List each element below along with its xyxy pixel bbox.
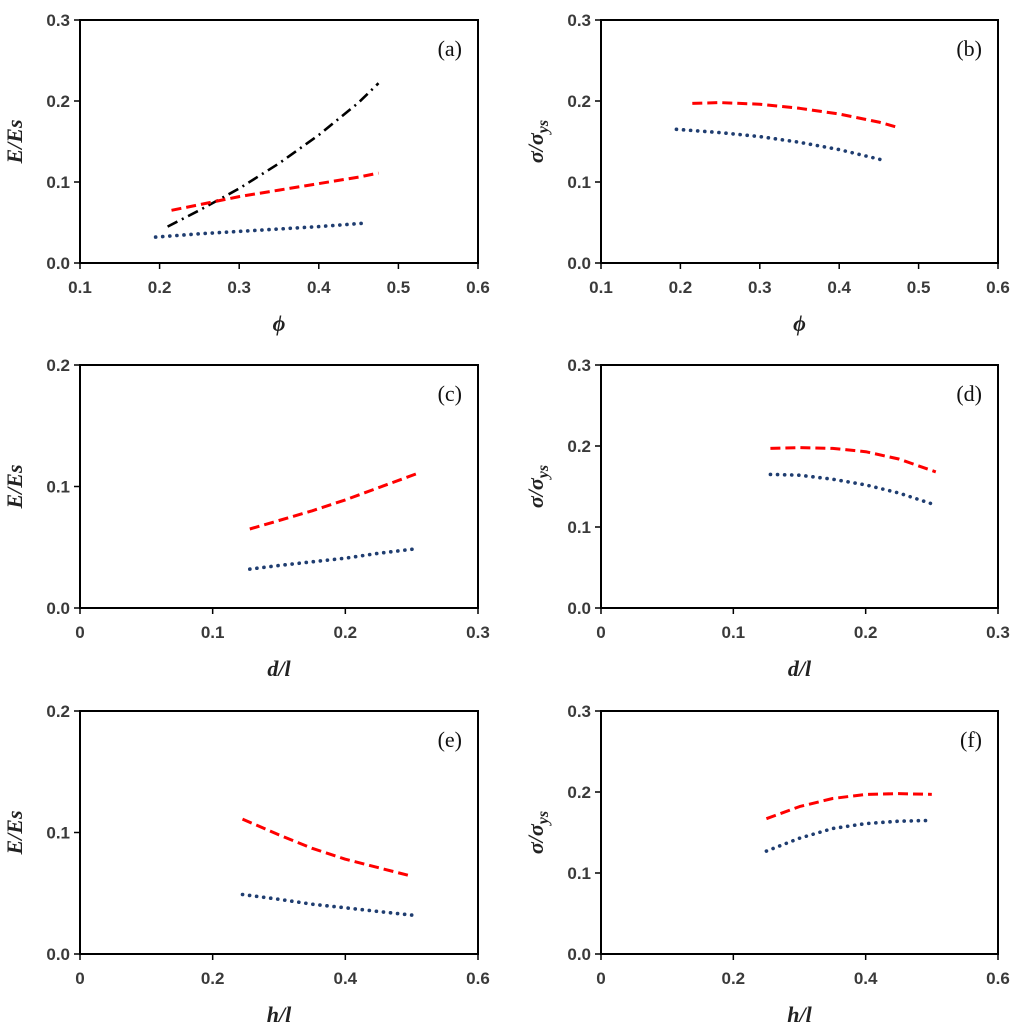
panel-b-y-tick-label: 0.0	[567, 254, 591, 273]
panel-c-series-dotted-line	[248, 546, 421, 571]
panel-a-series-dashed-line	[171, 171, 379, 212]
panel-e-y-tick-label: 0.2	[46, 702, 70, 721]
panel-e-series-dotted-line	[240, 892, 414, 917]
panel-b-series-dashed-line	[692, 101, 900, 130]
panel-a-x-tick-label: 0.4	[307, 278, 331, 297]
panel-e-y-axis-title: E/Es	[2, 810, 27, 855]
panel-c-series-dashed-line	[249, 471, 419, 531]
panel-d-y-tick-label: 0.2	[567, 437, 591, 456]
panel-f-label: (f)	[960, 727, 982, 752]
panel-f-y-tick-label: 0.2	[567, 783, 591, 802]
panel-e-y-tick-label: 0.1	[46, 824, 70, 843]
panel-e-x-tick-label: 0	[75, 969, 84, 988]
panel-d-x-axis-title: d/l	[788, 656, 812, 681]
panel-d-x-tick-label: 0	[596, 623, 605, 642]
panel-a-y-tick-label: 0.3	[46, 11, 70, 30]
panel-f: 0 0.2 0.4 0.6 0.0 0.1 0.2 0.3 h/l σ/σys (f)	[523, 702, 1010, 1027]
panel-b-plot-frame	[600, 19, 999, 264]
panel-d-x-tick-label: 0.2	[854, 623, 878, 642]
panel-e-x-axis-title: h/l	[267, 1002, 292, 1027]
panel-e-x-tick-label: 0.2	[201, 969, 225, 988]
panel-b-y-tick-label: 0.3	[567, 11, 591, 30]
panel-d-y-tick-label: 0.1	[567, 518, 591, 537]
panel-f-y-tick-label: 0.0	[567, 945, 591, 964]
panel-a-series-dotted-line	[153, 221, 365, 239]
panel-a-x-tick-label: 0.1	[68, 278, 92, 297]
panel-f-series-dashed-line	[765, 792, 932, 821]
panel-f-x-tick-label: 0.2	[722, 969, 746, 988]
panel-a-x-axis-title: ϕ	[273, 311, 286, 336]
panel-a: 0.1 0.2 0.3 0.4 0.5 0.6 0.0 0.1 0.2 0.3 ϕ E/Es (a)	[2, 11, 490, 336]
panel-c-x-tick-label: 0	[75, 623, 84, 642]
panel-d-plot-frame	[600, 364, 999, 609]
panel-b-y-tick-label: 0.2	[567, 92, 591, 111]
panel-a-x-tick-label: 0.5	[387, 278, 411, 297]
panel-d-x-tick-label: 0.1	[722, 623, 746, 642]
panel-a-y-tick-label: 0.0	[46, 254, 70, 273]
panel-a-x-tick-label: 0.6	[466, 278, 490, 297]
panel-b-x-tick-label: 0.1	[589, 278, 613, 297]
panel-b-x-tick-label: 0.3	[748, 278, 772, 297]
panel-b-label: (b)	[956, 36, 982, 61]
panel-c-x-tick-label: 0.1	[201, 623, 225, 642]
panel-d-label: (d)	[956, 381, 982, 406]
panel-b: 0.1 0.2 0.3 0.4 0.5 0.6 0.0 0.1 0.2 0.3 ϕ σ/σys (b)	[523, 11, 1010, 336]
panel-f-y-tick-label: 0.1	[567, 864, 591, 883]
panel-c-y-tick-label: 0.2	[46, 356, 70, 375]
panel-b-y-axis-title: σ/σys	[523, 120, 552, 163]
panel-d-y-axis-title: σ/σys	[523, 465, 552, 508]
panel-c-y-tick-label: 0.1	[46, 478, 70, 497]
panel-f-x-axis-title: h/l	[787, 1002, 812, 1027]
panel-e-x-tick-label: 0.6	[466, 969, 490, 988]
panel-a-label: (a)	[438, 36, 462, 61]
panel-b-x-axis-title: ϕ	[793, 311, 806, 336]
panel-a-y-tick-label: 0.1	[46, 173, 70, 192]
panel-f-x-tick-label: 0.4	[854, 969, 878, 988]
panel-b-y-tick-label: 0.1	[567, 173, 591, 192]
panel-e-x-tick-label: 0.4	[334, 969, 358, 988]
panel-d-y-tick-label: 0.0	[567, 599, 591, 618]
panel-c: 0 0.1 0.2 0.3 0.0 0.1 0.2 d/l E/Es (c)	[2, 356, 490, 681]
panel-a-x-tick-label: 0.3	[227, 278, 251, 297]
panel-b-series-dotted-line	[674, 127, 885, 162]
panel-b-x-tick-label: 0.6	[986, 278, 1010, 297]
panel-c-y-tick-label: 0.0	[46, 599, 70, 618]
panel-f-y-tick-label: 0.3	[567, 702, 591, 721]
panel-c-x-tick-label: 0.3	[466, 623, 490, 642]
panel-f-plot-frame	[600, 710, 999, 955]
panel-e-series-dashed-line	[241, 817, 413, 878]
panel-d: 0 0.1 0.2 0.3 0.0 0.1 0.2 0.3 d/l σ/σys (d)	[523, 356, 1010, 681]
panel-f-x-tick-label: 0	[596, 969, 605, 988]
panel-a-y-tick-label: 0.2	[46, 92, 70, 111]
panel-e-label: (e)	[438, 727, 462, 752]
panel-f-series-dotted-line	[764, 818, 934, 853]
panel-f-y-axis-title: σ/σys	[523, 811, 552, 854]
panel-a-plot-frame	[79, 19, 479, 264]
panel-b-x-tick-label: 0.2	[669, 278, 693, 297]
panel-d-series-dotted-line	[768, 472, 938, 507]
panel-c-y-axis-title: E/Es	[2, 464, 27, 509]
panel-a-y-axis-title: E/Es	[2, 119, 27, 164]
panel-e: 0 0.2 0.4 0.6 0.0 0.1 0.2 h/l E/Es (e)	[2, 702, 490, 1027]
panel-c-x-tick-label: 0.2	[334, 623, 358, 642]
panel-b-x-tick-label: 0.4	[827, 278, 851, 297]
panel-d-y-tick-label: 0.3	[567, 356, 591, 375]
panel-c-label: (c)	[438, 381, 462, 406]
panel-c-x-axis-title: d/l	[267, 656, 291, 681]
panel-a-x-tick-label: 0.2	[148, 278, 172, 297]
panel-e-y-tick-label: 0.0	[46, 945, 70, 964]
panel-b-x-tick-label: 0.5	[907, 278, 931, 297]
panel-f-x-tick-label: 0.6	[986, 969, 1010, 988]
panel-d-series-dashed-line	[770, 446, 937, 474]
panel-d-x-tick-label: 0.3	[986, 623, 1010, 642]
